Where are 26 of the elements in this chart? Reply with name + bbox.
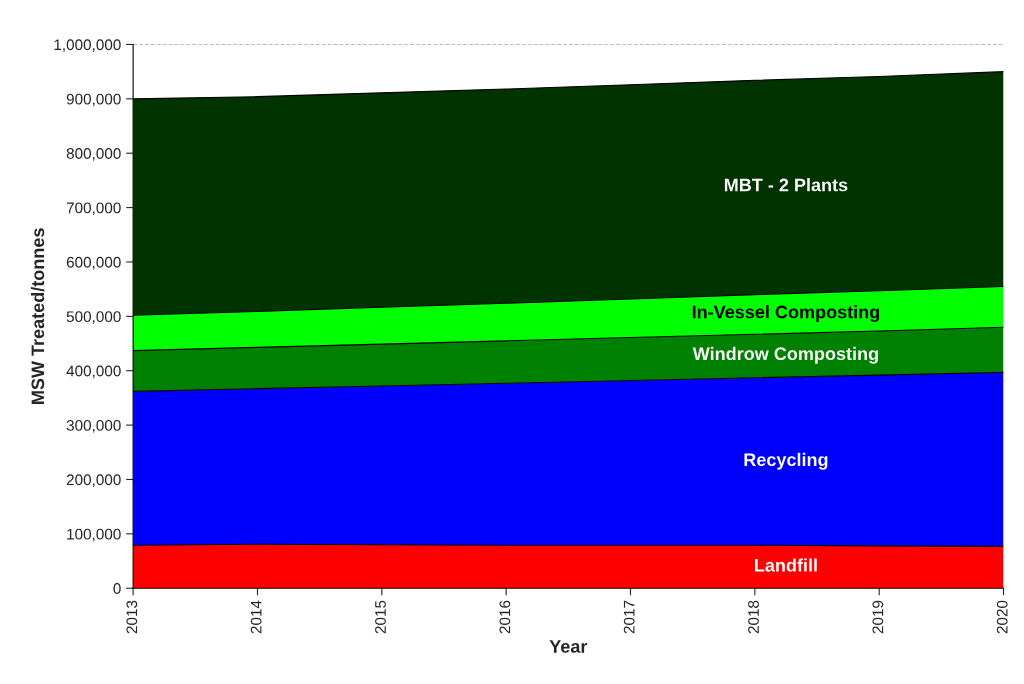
y-tick-label: 700,000 — [66, 202, 121, 216]
x-tick-label: 2013 — [126, 600, 138, 634]
y-tick-label: 800,000 — [66, 148, 121, 161]
x-axis-title: Year — [549, 640, 588, 653]
y-tick-label: 600,000 — [66, 256, 121, 270]
x-tick-label: 2018 — [748, 600, 759, 634]
y-tick-label: 300,000 — [66, 419, 121, 433]
x-tick-label: 2015 — [375, 600, 386, 634]
y-axis-title: MSW Treated/tonnes — [30, 228, 45, 404]
x-tick-label: 2020 — [996, 600, 1008, 634]
series-label: Landfill — [755, 558, 817, 572]
y-tick-label: 500,000 — [66, 311, 121, 324]
series-label: Recycling — [744, 452, 828, 470]
y-tick-label: 1,000,000 — [54, 39, 121, 52]
y-tick-label: 100,000 — [67, 528, 121, 542]
y-tick-label: 0 — [113, 583, 121, 594]
x-tick-label: 2019 — [872, 600, 884, 634]
y-tick-label: 400,000 — [66, 365, 121, 379]
series-label: MBT - 2 Plants — [724, 178, 848, 192]
x-tick-label: 2017 — [623, 600, 635, 634]
y-tick-label: 900,000 — [66, 93, 121, 107]
x-tick-label: 2014 — [250, 600, 262, 634]
series-label: In-Vessel Composting — [692, 305, 880, 323]
x-tick-label: 2016 — [499, 600, 511, 634]
series-label: Windrow Composting — [692, 346, 878, 364]
y-tick-label: 200,000 — [66, 474, 121, 487]
